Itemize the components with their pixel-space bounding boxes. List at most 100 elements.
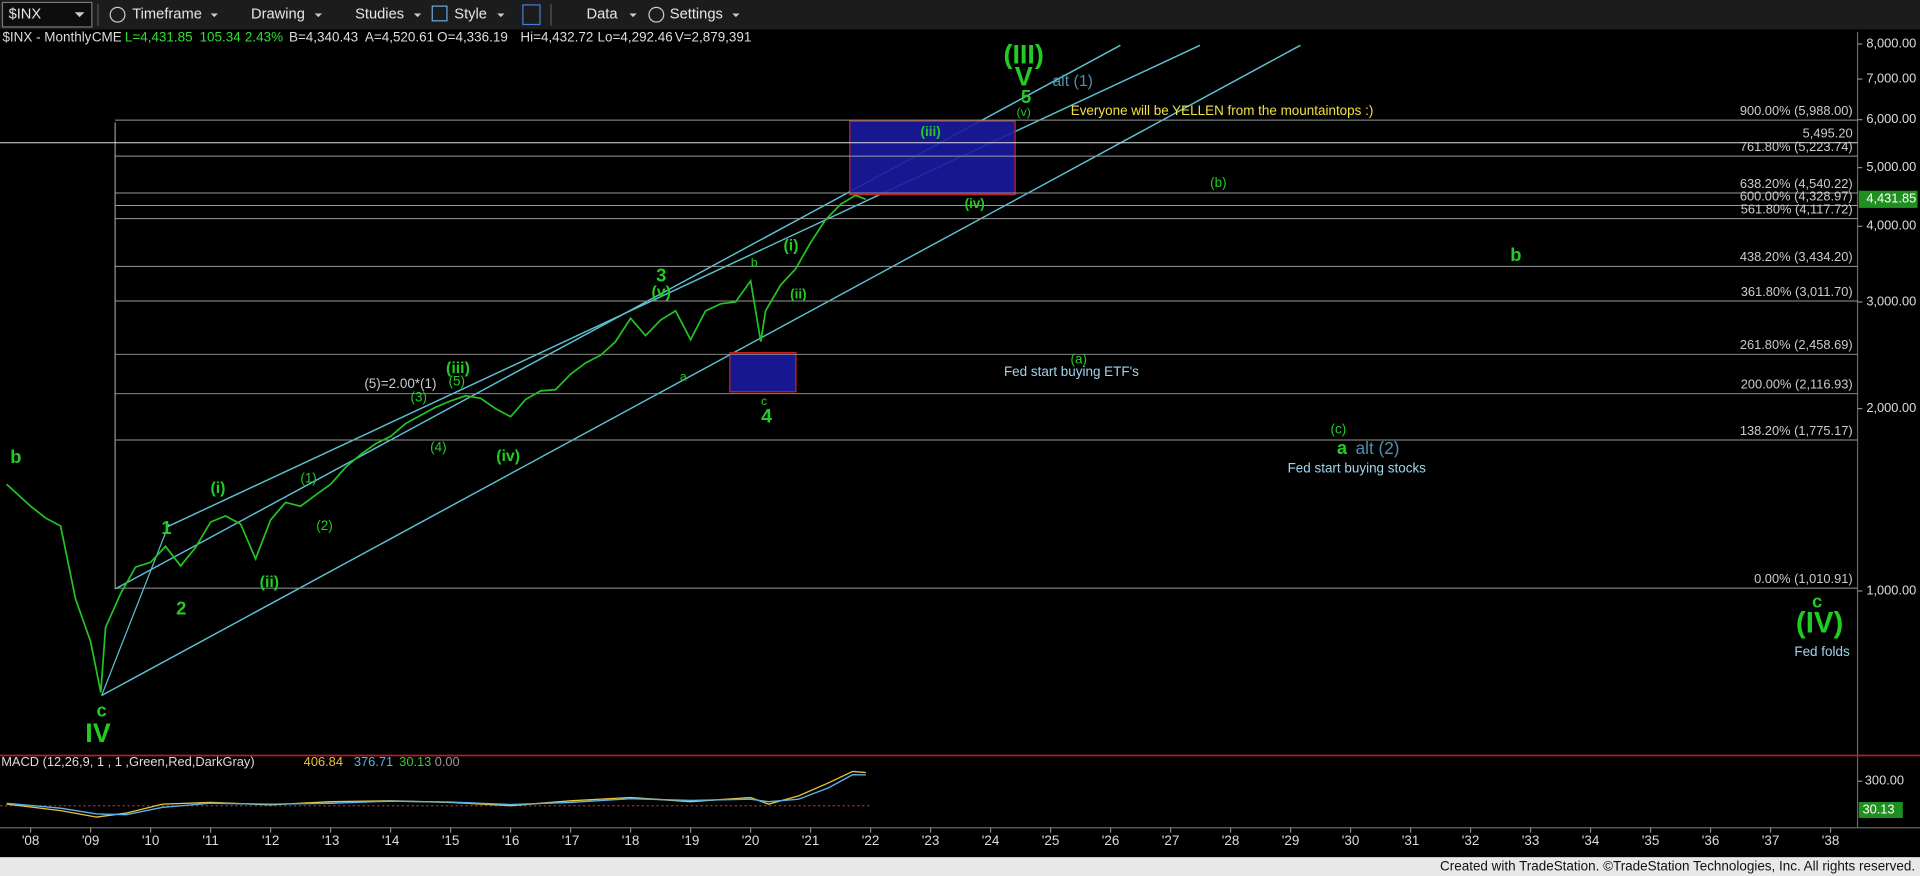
x-tick-label: '13 — [322, 833, 340, 848]
support-box — [729, 352, 797, 393]
macd-value-label: 30.13 — [1862, 801, 1894, 816]
wave-label: (3) — [411, 390, 427, 405]
fib-level-label: 600.00% (4,328.97) — [1740, 188, 1853, 203]
quote-field: Hi=4,432.72 — [520, 30, 593, 45]
wave-label: (iii) — [921, 124, 941, 139]
last-price-tag — [1858, 190, 1918, 208]
settings-icon — [648, 6, 665, 23]
x-tick-label: '37 — [1762, 833, 1780, 848]
wave-label: 1 — [161, 517, 171, 538]
wave-label: 5 — [1021, 86, 1031, 107]
y-tick-label: 8,000.00 — [1866, 35, 1916, 50]
wave-label: 2 — [176, 598, 186, 619]
x-tick-label: '15 — [442, 833, 460, 848]
wave-label: a — [680, 369, 687, 383]
y-tick-label: 7,000.00 — [1866, 70, 1916, 85]
x-tick-label: '31 — [1402, 833, 1420, 848]
toolbar-button[interactable]: Timeframe — [132, 7, 202, 23]
quote-field: B=4,340.43 — [289, 30, 358, 45]
last-price-label: 4,431.85 — [1866, 191, 1916, 206]
fib-level-label: 261.80% (2,458.69) — [1740, 337, 1853, 352]
wave-label: alt (2) — [1356, 438, 1400, 458]
x-tick-label: '18 — [622, 833, 640, 848]
toolbar-button[interactable]: Drawing — [251, 7, 305, 23]
fib-level-label: 0.00% (1,010.91) — [1754, 571, 1853, 586]
fib-level-label: 638.20% (4,540.22) — [1740, 176, 1853, 191]
quote-field: V=2,879,391 — [675, 30, 752, 45]
macd-readout: 0.00 — [435, 754, 460, 769]
x-tick-label: '16 — [502, 833, 520, 848]
wave-label: Fed folds — [1794, 644, 1850, 659]
wave-label: (v) — [1017, 105, 1031, 119]
dropdown-arrow — [210, 13, 218, 18]
wave-label: (iv) — [965, 196, 985, 211]
x-tick-label: '26 — [1102, 833, 1120, 848]
dropdown-arrow — [732, 13, 740, 18]
toolbar-button[interactable]: Studies — [355, 7, 404, 23]
toolbar-button[interactable]: Style — [454, 7, 487, 23]
x-tick-label: '28 — [1222, 833, 1240, 848]
wave-label: Fed start buying ETF's — [1004, 364, 1139, 379]
wave-label: (c) — [1331, 421, 1347, 436]
symbol-input[interactable]: $INX — [9, 7, 42, 23]
y-tick-label: 1,000.00 — [1866, 582, 1916, 597]
x-tick-label: '21 — [802, 833, 820, 848]
x-tick-label: '27 — [1162, 833, 1180, 848]
wave-label: b — [1510, 244, 1521, 265]
macd-readout: 30.13 — [399, 754, 431, 769]
wave-label: (iv) — [496, 448, 520, 465]
macd-line — [6, 770, 866, 818]
dropdown-arrow — [74, 12, 85, 18]
quote-field: A=4,520.61 — [365, 30, 434, 45]
x-tick-label: '35 — [1642, 833, 1660, 848]
dropdown-arrow — [314, 13, 323, 18]
wave-label: 4 — [761, 406, 772, 428]
y-tick-label: 5,000.00 — [1866, 159, 1916, 174]
x-tick-label: '38 — [1822, 833, 1840, 848]
quote-field: 2.43% — [245, 30, 283, 45]
wave-label: (IV) — [1796, 606, 1843, 639]
y-tick-label: 4,000.00 — [1866, 218, 1916, 233]
x-tick-label: '14 — [382, 833, 400, 848]
dropdown-arrow — [629, 13, 637, 18]
dropdown-arrow — [497, 13, 505, 18]
fib-level-label: 138.20% (1,775.17) — [1740, 423, 1853, 438]
wave-label: (III) — [1003, 39, 1043, 69]
macd-value-tag — [1858, 802, 1903, 818]
fib-level-label: 361.80% (3,011.70) — [1741, 284, 1853, 299]
wave-label: IV — [85, 718, 110, 748]
toolbar-button[interactable]: Data — [587, 7, 619, 23]
wave-label: (v) — [651, 284, 670, 301]
x-tick-label: '22 — [862, 833, 880, 848]
wave-label: (ii) — [790, 287, 806, 302]
wave-label: (5) — [449, 374, 465, 389]
x-tick-label: '30 — [1342, 833, 1360, 848]
quote-field: L=4,431.85 — [125, 30, 193, 45]
timeframe-icon — [109, 6, 126, 23]
x-tick-label: '29 — [1282, 833, 1300, 848]
macd-title: MACD (12,26,9, 1 , 1 ,Green,Red,DarkGray… — [1, 754, 254, 769]
wave-label: c — [761, 394, 767, 408]
wave-label: b — [10, 446, 21, 467]
x-tick-label: '23 — [922, 833, 940, 848]
wave-label: (iii) — [446, 360, 470, 377]
fib-level-label: 761.80% (5,223.74) — [1740, 139, 1853, 154]
symbol-box[interactable] — [1, 1, 93, 28]
fib-level-label: 900.00% (5,988.00) — [1740, 103, 1853, 118]
y-tick-label: 6,000.00 — [1866, 111, 1916, 126]
chart-symbol: $INX - Monthly — [2, 30, 91, 45]
x-tick-label: '11 — [202, 833, 219, 848]
wave-label: c — [97, 699, 107, 720]
x-tick-label: '33 — [1522, 833, 1540, 848]
x-tick-label: '32 — [1462, 833, 1480, 848]
wave-label: c — [1812, 590, 1822, 611]
fib-level-label: 5,495.20 — [1803, 126, 1853, 141]
wave-label: a — [1337, 437, 1348, 458]
wave-label: (i) — [210, 480, 225, 497]
toolbar-button[interactable]: Settings — [670, 7, 723, 23]
fib-level-label: 561.80% (4,117.72) — [1741, 201, 1853, 216]
layout-icon[interactable] — [522, 4, 541, 26]
x-tick-label: '09 — [82, 833, 100, 848]
